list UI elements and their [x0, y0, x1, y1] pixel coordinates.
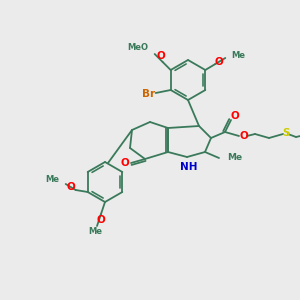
Text: S: S	[282, 128, 290, 138]
Text: Me: Me	[227, 154, 242, 163]
Text: O: O	[121, 158, 129, 168]
Text: O: O	[156, 51, 165, 61]
Text: O: O	[231, 111, 239, 121]
Text: Me: Me	[46, 176, 60, 184]
Text: Me: Me	[88, 227, 102, 236]
Text: O: O	[66, 182, 75, 192]
Text: NH: NH	[180, 162, 198, 172]
Text: Me: Me	[231, 52, 245, 61]
Text: MeO: MeO	[128, 44, 149, 52]
Text: Br: Br	[142, 89, 155, 99]
Text: O: O	[215, 57, 224, 67]
Text: O: O	[240, 131, 248, 141]
Text: O: O	[97, 215, 105, 225]
